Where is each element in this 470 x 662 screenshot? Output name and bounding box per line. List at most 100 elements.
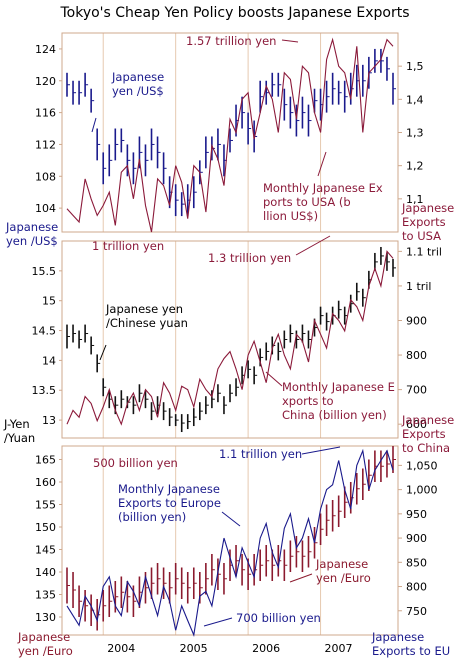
label-line: (billion yen) [118,510,186,524]
left-tick-label: 116 [35,107,56,120]
right-tick-label: 1,2 [406,160,424,173]
pointer-line [91,117,97,133]
pointer-line [295,235,331,256]
right-tick-label: 1,000 [406,484,438,497]
right-tick-label: 900 [406,314,427,327]
label-line: Exports to Europe [118,496,221,510]
annotation-low-eu: 700 billion yen [236,611,321,625]
label-line: to USA [402,229,441,243]
annotation-peak-eu: 1.1 trillion yen [219,447,302,461]
right-tick-label: 1 tril [406,280,431,293]
left-axis-label-china: J-Yen/Yuan [3,417,35,445]
right-tick-label: 1,1 [406,193,424,206]
label-line: Monthly Japanese Ex [263,181,383,195]
right-axis-label-china: Japanese Exports to China [401,413,454,455]
label-line: Japanese yen [105,302,183,316]
series-layer [66,37,396,638]
label-line: yen /US$ [6,234,58,248]
right-tick-label: 800 [406,349,427,362]
annotation-exports-eu: Monthly Japanese Exports to Europe (billio… [118,482,221,524]
left-tick-label: 108 [35,170,56,183]
right-tick-label: 1,3 [406,127,424,140]
left-tick-label: 13.5 [32,384,57,397]
x-tick-label: 2005 [180,642,208,655]
annotation-yen-usd: Japanese yen /US$ [111,70,164,98]
left-tick-label: 160 [35,476,56,489]
label-line: /Yuan [4,431,35,445]
label-line: to China [402,441,450,455]
x-tick-label: 2006 [252,642,280,655]
left-tick-label: 104 [35,202,56,215]
annotation-yen-cny: Japanese yen/Chinese yuan [105,302,188,330]
left-tick-label: 15.5 [32,265,57,278]
label-line: /Chinese yuan [106,316,188,330]
annotation-exports-usa: Monthly Japanese Ex ports to USA (b llion … [263,181,383,223]
panel-frame [61,445,399,636]
pointer-line [203,617,233,627]
pointer-line [317,151,327,177]
label-line: J-Yen [3,417,30,431]
label-line: Monthly Japanese E [282,380,395,394]
label-line: llion US$) [263,209,318,223]
left-tick-label: 140 [35,566,56,579]
label-line: Japanese [17,630,70,644]
right-tick-label: 1,4 [406,93,424,106]
label-line: Japanese [401,201,454,215]
left-tick-label: 14.5 [32,325,57,338]
label-line: Exports to EU [372,644,450,658]
label-line: yen /US$ [112,84,164,98]
pointer-line [289,573,313,583]
pointer-line [301,446,341,455]
right-tick-label: 600 [406,418,427,431]
annotation-low-china: 500 billion yen [93,456,178,470]
left-tick-label: 135 [35,589,56,602]
label-line: yen /Euro [18,644,73,658]
tick-layer: 2004 2005 2006 2007 104 108 112 116 120 124 1,1 1,2… [32,43,442,655]
left-axis-label-eu: Japanese yen /Euro [17,630,73,658]
left-tick-label: 155 [35,499,56,512]
right-tick-label: 900 [406,532,427,545]
x-tick-label: 2007 [325,642,353,655]
label-line: Japanese [315,557,368,571]
right-tick-label: 700 [406,384,427,397]
pointer-line [281,39,299,43]
left-tick-label: 15 [42,295,56,308]
left-tick-label: 120 [35,75,56,88]
label-line: Japanese [5,220,58,234]
exports-line [66,250,394,426]
annotation-yen-eur: Japanese yen /Euro [315,557,371,585]
exports-line [66,37,394,233]
label-line: Japanese [401,413,454,427]
right-tick-label: 800 [406,581,427,594]
left-tick-label: 124 [35,43,56,56]
panel-frame [61,240,399,439]
left-tick-label: 13 [42,414,56,427]
annotation-peak-usa: 1.57 trillion yen [186,34,276,48]
left-tick-label: 150 [35,521,56,534]
left-tick-label: 145 [35,544,56,557]
exports-line [66,448,394,638]
left-axis-label-usa: Japanese yen /US$ [5,220,58,248]
label-line: ports to USA (b [263,195,351,209]
annotation-low-usa: 1 trillion yen [92,239,164,253]
label-line: xports to [282,394,334,408]
label-line: Exports [402,215,446,229]
right-tick-label: 750 [406,605,427,618]
right-tick-label: 1,050 [406,459,438,472]
right-axis-label-usa: Japanese Exports to USA [401,201,454,243]
x-tick-label: 2004 [107,642,135,655]
label-line: Monthly Japanese [118,482,220,496]
right-tick-label: 950 [406,508,427,521]
right-tick-label: 850 [406,556,427,569]
label-line: Japanese [111,70,164,84]
label-line: Exports [402,427,446,441]
left-tick-label: 112 [35,138,56,151]
left-tick-label: 130 [35,611,56,624]
chart-title: Tokyo's Cheap Yen Policy boosts Japanese… [59,5,409,21]
left-tick-label: 14 [42,354,56,367]
left-tick-label: 165 [35,454,56,467]
right-tick-label: 1,5 [406,60,424,73]
